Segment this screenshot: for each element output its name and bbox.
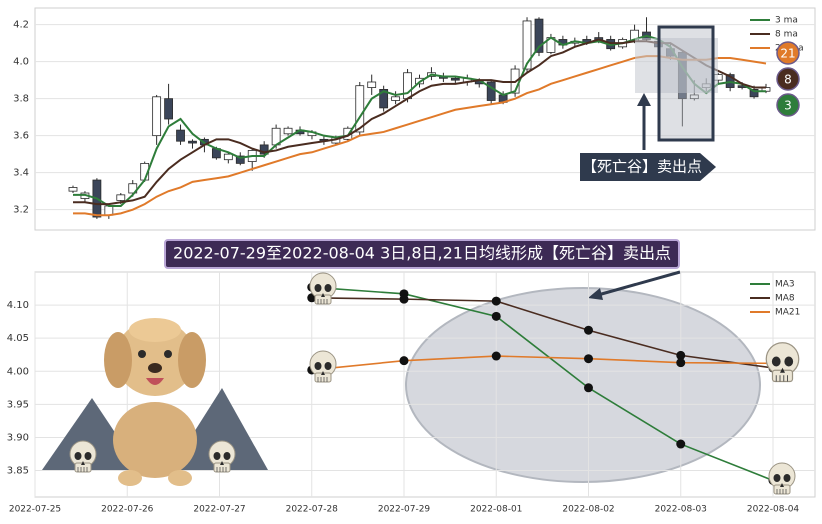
highlight-zone xyxy=(635,38,718,93)
candle-body xyxy=(403,72,412,100)
point xyxy=(584,325,593,335)
y-tick-label: 4.0 xyxy=(13,57,29,68)
x-tick-label: 2022-08-02 xyxy=(562,505,614,515)
zone-ellipse xyxy=(405,287,761,483)
candle-body xyxy=(164,98,173,120)
arrow-head xyxy=(637,93,651,106)
point xyxy=(491,296,501,306)
point xyxy=(676,358,686,368)
legend-label: 8 ma xyxy=(775,30,798,40)
point xyxy=(491,311,501,321)
candle-body xyxy=(176,129,185,142)
y-tick-label: 3.6 xyxy=(13,131,29,142)
dog xyxy=(104,318,206,486)
y-tick-label: 3.4 xyxy=(13,168,29,179)
candle-body xyxy=(689,94,699,100)
ma-line xyxy=(311,355,774,371)
candle-body xyxy=(522,20,532,70)
legend-label: MA8 xyxy=(775,294,795,304)
y-tick-label: 4.05 xyxy=(7,333,29,344)
banner xyxy=(164,239,680,269)
point xyxy=(491,351,501,361)
candle-body xyxy=(355,85,365,133)
ma-line xyxy=(311,297,774,369)
y-tick-label: 3.95 xyxy=(7,399,29,410)
candle-body xyxy=(188,140,197,144)
candle-body xyxy=(68,187,78,192)
point xyxy=(399,356,409,366)
y-tick-label: 3.2 xyxy=(13,205,29,216)
candle-body xyxy=(223,153,233,161)
y-tick-label: 4.10 xyxy=(7,300,29,311)
badge xyxy=(776,93,800,117)
ma-line xyxy=(73,34,766,207)
candle-body xyxy=(235,155,245,164)
x-tick-label: 2022-07-28 xyxy=(286,505,339,515)
badges: 21 8 3 xyxy=(776,41,800,117)
badge-label: 3 xyxy=(784,99,792,113)
candle-body xyxy=(283,127,293,135)
arrow xyxy=(597,270,681,297)
candle-body xyxy=(450,77,460,81)
point xyxy=(676,350,686,360)
x-tick-label: 2022-07-25 xyxy=(9,505,61,515)
banner-text: 2022-07-29至2022-08-04 3日,8日,21日均线形成【死亡谷】… xyxy=(173,244,671,263)
candle-body xyxy=(367,81,377,88)
candle-body xyxy=(391,96,401,101)
candle-body xyxy=(486,81,496,101)
legend-label: MA21 xyxy=(775,308,800,318)
x-tick-label: 2022-08-01 xyxy=(470,505,522,515)
y-tick-label: 3.8 xyxy=(13,94,29,105)
x-tick-label: 2022-08-04 xyxy=(747,505,800,515)
candle-body xyxy=(749,89,759,98)
arrow-head xyxy=(588,288,603,300)
y-tick-label: 4.2 xyxy=(13,20,29,31)
point xyxy=(584,354,593,364)
ma-line xyxy=(311,286,774,482)
callout-text: 【死亡谷】卖出点 xyxy=(582,158,702,176)
y-tick-label: 3.85 xyxy=(7,466,29,477)
candle-body xyxy=(152,96,162,137)
point xyxy=(584,383,593,393)
badge xyxy=(776,41,800,65)
callout-box xyxy=(580,153,716,181)
badge-label: 8 xyxy=(784,73,792,87)
candle-body xyxy=(379,89,389,109)
candle-body xyxy=(259,144,269,155)
x-tick-label: 2022-08-03 xyxy=(655,505,707,515)
point xyxy=(399,294,409,304)
legend-label: MA3 xyxy=(775,280,795,290)
badge xyxy=(776,67,800,91)
decoration xyxy=(42,272,800,495)
badge-label: 21 xyxy=(780,47,795,61)
x-tick-label: 2022-07-27 xyxy=(193,505,245,515)
legend-label: 3 ma xyxy=(775,16,798,26)
y-tick-label: 4.00 xyxy=(7,366,29,377)
point xyxy=(676,439,686,449)
y-tick-label: 3.90 xyxy=(7,432,29,443)
candle-body xyxy=(116,194,126,201)
focus-box xyxy=(657,25,715,142)
candle-body xyxy=(534,18,544,53)
x-tick-label: 2022-07-26 xyxy=(101,505,154,515)
x-tick-label: 2022-07-29 xyxy=(378,505,431,515)
